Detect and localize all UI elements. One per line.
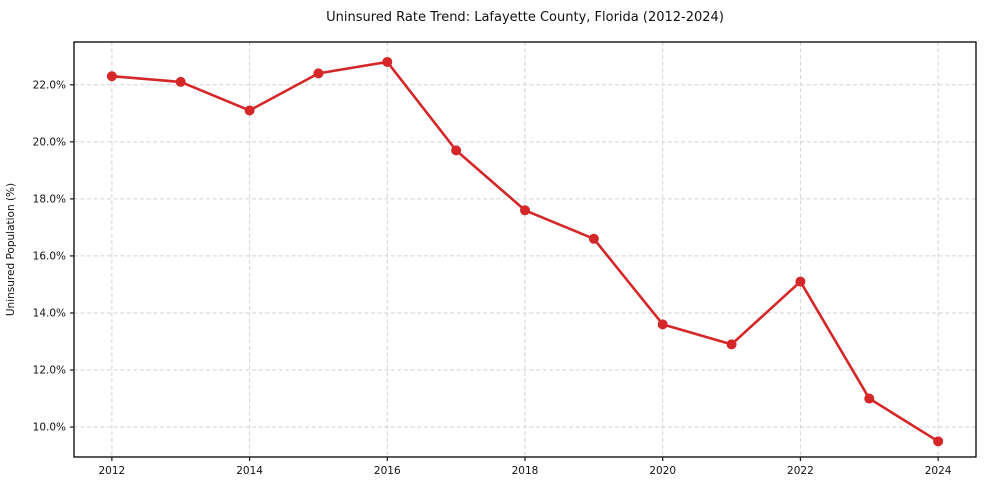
chart-plot-area: 2012 2014 2016 2018 2020 2022 2024 10.0% 12.0% 14…: [33, 41, 977, 477]
y-tick-label: 20.0%: [33, 136, 66, 148]
y-tick-label: 10.0%: [33, 422, 66, 434]
y-tick-label: 22.0%: [33, 79, 66, 91]
data-point-2015: [313, 68, 324, 79]
trend-line: [110, 60, 940, 443]
data-point-2016: [382, 56, 393, 67]
data-point-2020: [657, 319, 668, 330]
data-point-2023: [864, 393, 875, 404]
y-tick-label: 14.0%: [33, 307, 66, 319]
data-point-2022: [795, 276, 806, 287]
x-tick-label: 2016: [374, 465, 401, 477]
x-tick-label: 2022: [787, 465, 814, 477]
data-point-2018: [520, 205, 530, 216]
data-point-2019: [588, 233, 599, 244]
data-point-2021: [726, 339, 737, 350]
x-tick-label: 2024: [925, 465, 952, 477]
data-point-2024: [933, 436, 944, 447]
y-tick-label: 12.0%: [33, 365, 66, 377]
data-point-2013: [175, 76, 186, 87]
y-tick-label: 16.0%: [33, 250, 66, 262]
x-tick-label: 2020: [649, 465, 676, 477]
x-tick-label: 2018: [512, 465, 539, 477]
data-point-2014: [244, 105, 255, 116]
y-tick-label: 18.0%: [33, 193, 66, 205]
x-tick-label: 2012: [99, 465, 126, 477]
y-axis-label: Uninsured Population (%): [5, 183, 17, 316]
x-tick-label: 2014: [236, 465, 263, 477]
data-point-2017: [451, 145, 462, 156]
chart-title: Uninsured Rate Trend: Lafayette County, …: [326, 10, 724, 25]
data-point-2012: [106, 71, 117, 82]
